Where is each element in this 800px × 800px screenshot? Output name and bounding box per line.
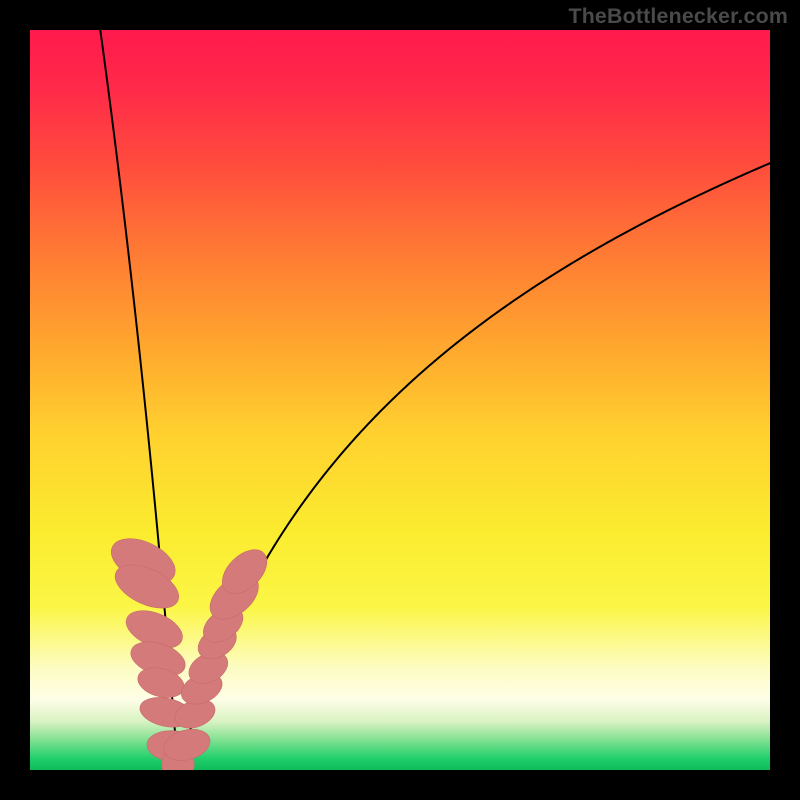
watermark-text: TheBottlenecker.com	[568, 4, 788, 29]
bottleneck-chart	[0, 0, 800, 800]
figure-stage: TheBottlenecker.com	[0, 0, 800, 800]
